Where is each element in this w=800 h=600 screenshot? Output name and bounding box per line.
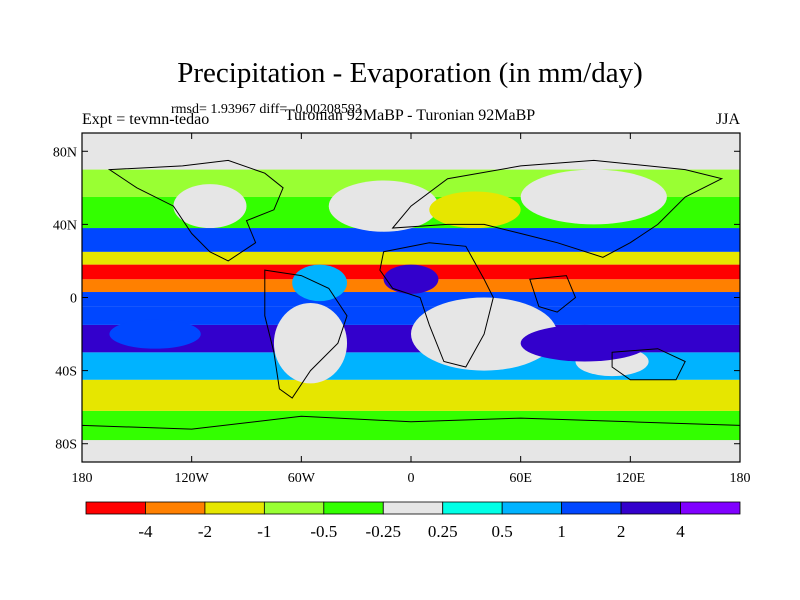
coastline-australia: [611, 348, 686, 381]
coastlines: [82, 159, 740, 462]
x-axis: 180 120W 60W 0 60E 120E 180: [72, 133, 751, 486]
colorbar-box: [680, 501, 741, 515]
coastline-south-america: [264, 269, 348, 399]
colorbar-label: 0.5: [492, 522, 513, 541]
colorbar-box: [561, 501, 622, 515]
field-patch-10: [109, 319, 201, 349]
coastline-eurasia: [391, 159, 724, 258]
season-label: JJA: [716, 111, 740, 128]
field-patch-9: [520, 324, 649, 362]
colorbar-box: [145, 501, 206, 515]
field-patch-1: [328, 180, 439, 232]
field-band-9: [82, 251, 740, 265]
field-band-0: [82, 440, 740, 462]
colorbar-box: [323, 501, 384, 515]
coastline-africa: [379, 242, 494, 368]
colorbar-label: -2: [198, 522, 212, 541]
coastline-india: [529, 275, 577, 313]
colorbar-box: [501, 501, 563, 515]
y-tick-label: 40N: [53, 218, 77, 233]
field-band-5: [82, 306, 740, 325]
field-band-6: [82, 292, 740, 307]
x-tick-label: 120E: [616, 471, 646, 486]
field-patch-7: [273, 302, 348, 384]
colorbar-box: [442, 501, 503, 515]
colorbar-label: -4: [138, 522, 153, 541]
map-field: [82, 133, 740, 462]
colorbar-box: [204, 501, 265, 515]
y-tick-label: 80S: [55, 438, 77, 453]
colorbar-label: 1: [557, 522, 566, 541]
colorbar-label: 2: [617, 522, 626, 541]
field-band-1: [82, 410, 740, 441]
x-tick-label: 180: [72, 471, 93, 486]
field-patch-5: [383, 264, 439, 294]
y-axis: 80N 40N 0 40S 80S: [53, 145, 740, 453]
colorbar-box: [382, 501, 444, 515]
colorbar-box: [620, 501, 681, 515]
x-tick-label: 60W: [288, 471, 316, 486]
colorbar: [85, 501, 741, 515]
field-patch-0: [173, 184, 247, 229]
field-patch-3: [520, 169, 667, 225]
x-tick-label: 60E: [509, 471, 532, 486]
colorbar-box: [85, 501, 146, 515]
colorbar-label: -0.25: [366, 522, 401, 541]
comparison-label: Turonian 92MaBP - Turonian 92MaBP: [285, 107, 536, 124]
chart-title: Precipitation - Evaporation (in mm/day): [177, 57, 643, 89]
experiment-label: Expt = tevmn-tedao: [82, 111, 209, 128]
colorbar-box: [263, 501, 325, 515]
coastline-antarctica: [82, 415, 740, 462]
colorbar-label: -0.5: [310, 522, 337, 541]
stats-label: rmsd= 1.93967 diff= -0.00208593: [171, 102, 362, 117]
field-band-13: [82, 133, 740, 170]
field-patch-4: [292, 264, 348, 302]
x-tick-label: 120W: [175, 471, 210, 486]
colorbar-label: 4: [676, 522, 685, 541]
colorbar-labels: -4 -2 -1 -0.5 -0.25 0.25 0.5 1 2 4: [138, 522, 685, 541]
x-tick-label: 0: [408, 471, 415, 486]
colorbar-label: 0.25: [428, 522, 458, 541]
field-band-2: [82, 379, 740, 411]
y-tick-label: 0: [70, 292, 77, 307]
x-tick-label: 180: [730, 471, 751, 486]
y-tick-label: 80N: [53, 145, 77, 160]
field-band-10: [82, 228, 740, 252]
field-patch-2: [429, 191, 521, 229]
colorbar-label: -1: [257, 522, 271, 541]
coastline-north-america: [107, 159, 284, 262]
y-tick-label: 40S: [55, 365, 77, 380]
